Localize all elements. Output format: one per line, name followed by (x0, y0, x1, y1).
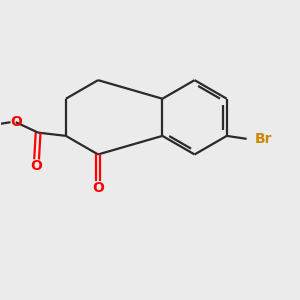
Text: O: O (31, 159, 43, 173)
Text: Br: Br (255, 132, 272, 146)
Text: O: O (92, 181, 104, 195)
Text: O: O (10, 115, 22, 129)
